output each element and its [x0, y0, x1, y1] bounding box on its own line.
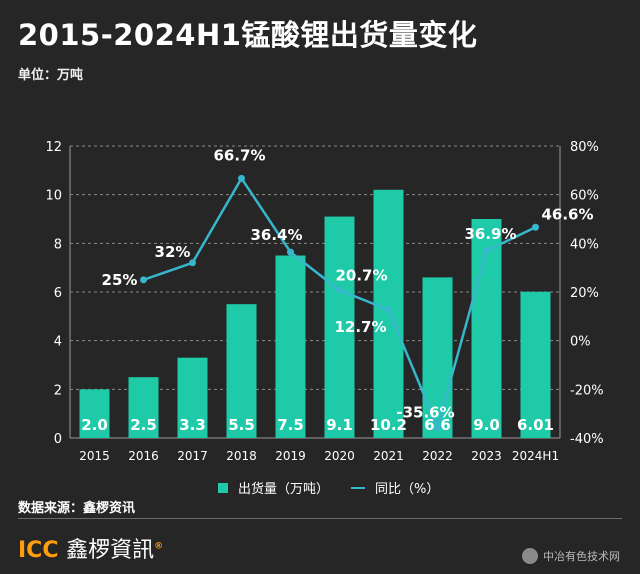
y-right-tick-label: 40%: [570, 237, 599, 252]
bar-value-label: 9.1: [326, 416, 353, 434]
x-tick-label: 2020: [324, 449, 355, 463]
bar: [324, 216, 355, 438]
icc-logo: ICC 鑫椤資訊®: [18, 532, 163, 564]
bar-value-label: 2.0: [81, 416, 108, 434]
y-left-tick-label: 4: [54, 335, 62, 350]
yoy-point: [483, 247, 490, 255]
bar: [177, 357, 208, 438]
bar-value-label: 2.5: [130, 416, 157, 434]
bar: [422, 277, 453, 438]
y-left-tick-label: 10: [45, 189, 62, 204]
x-tick-label: 2016: [128, 449, 159, 463]
x-tick-label: 2018: [226, 449, 257, 463]
watermark-seal-icon: [522, 548, 538, 564]
watermark: 中冶有色技术网: [522, 548, 620, 564]
yoy-value-label: 12.7%: [334, 318, 386, 336]
bar-value-label: 9.0: [473, 416, 500, 434]
chart-title: 2015-2024H1锰酸锂出货量变化: [18, 18, 478, 52]
y-right-tick-label: 0%: [570, 335, 591, 350]
yoy-value-label: 25%: [102, 271, 138, 289]
yoy-point: [189, 259, 196, 267]
yoy-point: [287, 248, 294, 256]
y-right-tick-label: 60%: [570, 189, 599, 204]
x-tick-label: 2021: [373, 449, 404, 463]
yoy-value-label: 20.7%: [335, 266, 387, 284]
yoy-point: [238, 174, 245, 182]
bar-value-label: 5.5: [228, 416, 255, 434]
x-tick-label: 2019: [275, 449, 306, 463]
y-right-tick-label: 20%: [570, 286, 599, 301]
bar-value-label: 6.01: [517, 416, 554, 434]
x-tick-label: 2017: [177, 449, 208, 463]
y-right-tick-label: 80%: [570, 140, 599, 155]
bar: [520, 291, 551, 438]
yoy-point: [434, 423, 441, 431]
logo-mark: ®: [154, 541, 164, 552]
y-left-tick-label: 2: [54, 383, 62, 398]
yoy-value-label: 46.6%: [541, 205, 593, 223]
divider: [18, 518, 622, 519]
x-tick-label: 2022: [422, 449, 453, 463]
yoy-point: [336, 286, 343, 294]
x-tick-label: 2024H1: [512, 449, 559, 463]
legend-bar-label: 出货量（万吨）: [238, 482, 330, 497]
bar: [128, 377, 159, 438]
chart-legend: 出货量（万吨） 同比（%）: [218, 478, 439, 497]
bar: [373, 189, 404, 438]
legend-bar-swatch: [218, 482, 228, 493]
logo-cn-text: 鑫椤資訊: [66, 538, 155, 563]
bar-value-label: 10.2: [370, 416, 407, 434]
yoy-value-label: 66.7%: [213, 146, 265, 164]
logo-text: ICC: [18, 538, 59, 563]
bar-value-label: 7.5: [277, 416, 304, 434]
bar: [79, 389, 110, 438]
y-left-tick-label: 0: [54, 432, 62, 447]
y-left-tick-label: 12: [45, 140, 62, 155]
y-left-tick-label: 8: [54, 237, 62, 252]
bar: [275, 255, 306, 438]
legend-line-swatch: [351, 486, 366, 489]
y-right-tick-label: -20%: [570, 383, 604, 398]
yoy-value-label: -35.6%: [396, 403, 454, 421]
yoy-value-label: 36.4%: [250, 226, 302, 244]
bar: [226, 304, 257, 438]
bar-value-label: 3.3: [179, 416, 206, 434]
watermark-text: 中冶有色技术网: [543, 550, 620, 563]
x-tick-label: 2015: [79, 449, 110, 463]
x-tick-label: 2023: [471, 449, 502, 463]
yoy-point: [140, 276, 147, 284]
unit-label: 单位：万吨: [18, 68, 84, 83]
yoy-point: [385, 306, 392, 314]
yoy-point: [532, 223, 539, 231]
yoy-value-label: 36.9%: [464, 225, 516, 243]
y-left-tick-label: 6: [54, 286, 62, 301]
legend-line-label: 同比（%）: [375, 482, 440, 497]
chart-canvas: 0 2 4 6 8 10 12 -40% -20% 0% 20% 40% 60% 80% 2.0 2.5 3.3…: [45, 140, 604, 463]
y-right-tick-label: -40%: [570, 432, 604, 447]
yoy-value-label: 32%: [155, 243, 191, 261]
source-label: 数据来源：鑫椤资讯: [18, 501, 136, 516]
